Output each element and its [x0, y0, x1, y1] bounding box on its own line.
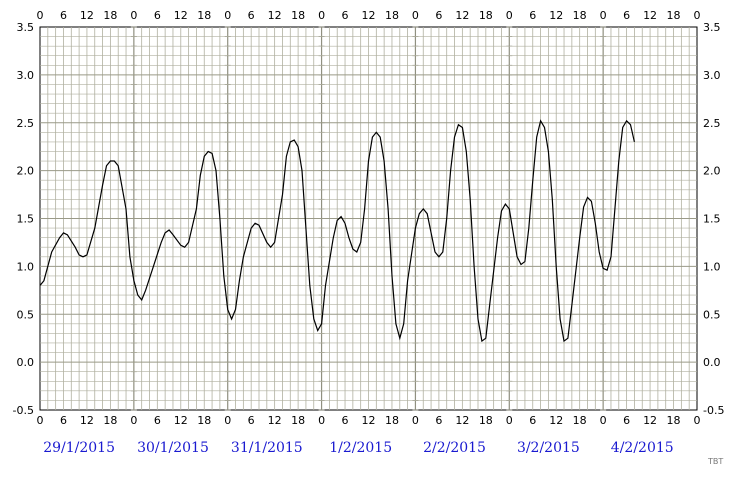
x-tick-label: 6	[529, 414, 536, 427]
x-tick-label: 6	[342, 9, 349, 22]
x-tick-label: 0	[130, 9, 137, 22]
x-tick-label: 18	[103, 9, 117, 22]
y-tick-label: 0.0	[703, 356, 721, 369]
x-tick-label: 6	[248, 9, 255, 22]
x-tick-label: 12	[362, 9, 376, 22]
y-tick-label: 2.5	[703, 117, 721, 130]
credit-label: TBT	[707, 457, 723, 466]
date-label: 2/2/2015	[423, 440, 486, 456]
x-tick-label: 0	[506, 9, 513, 22]
y-tick-label: -0.5	[703, 404, 724, 417]
x-tick-label: 12	[268, 9, 282, 22]
x-tick-label: 18	[291, 9, 305, 22]
x-tick-label: 12	[80, 414, 94, 427]
x-tick-label: 18	[573, 414, 587, 427]
x-tick-label: 0	[224, 414, 231, 427]
x-tick-label: 18	[479, 414, 493, 427]
x-tick-label: 0	[506, 414, 513, 427]
x-tick-label: 18	[197, 9, 211, 22]
x-tick-label: 12	[362, 414, 376, 427]
x-tick-label: 6	[154, 414, 161, 427]
date-labels: 29/1/2015 30/1/2015 31/1/2015 1/2/2015 2/2/2…	[43, 440, 673, 456]
x-tick-label: 0	[37, 414, 44, 427]
x-tick-label: 6	[435, 414, 442, 427]
y-tick-label: 3.5	[17, 21, 35, 34]
x-tick-label: 12	[549, 414, 563, 427]
x-axis-top: 0 6 12 18 0 6 12 18 0 6 12 18 0 6 12 18 0 6 12 18 0 6 12 18 0 6 12…	[37, 9, 701, 22]
x-tick-label: 12	[643, 9, 657, 22]
x-tick-label: 0	[694, 9, 701, 22]
x-tick-label: 18	[385, 9, 399, 22]
date-label: 30/1/2015	[137, 440, 209, 456]
x-tick-label: 18	[573, 9, 587, 22]
x-tick-label: 12	[80, 9, 94, 22]
y-tick-label: 3.0	[17, 69, 35, 82]
tide-level-line	[39, 119, 635, 343]
x-tick-label: 0	[318, 414, 325, 427]
y-tick-label: 0.5	[703, 308, 721, 321]
x-tick-label: 0	[600, 9, 607, 22]
x-axis-bottom: 0 6 12 18 0 6 12 18 0 6 12 18 0 6 12 18 0 6 12 18 0 6 12 18 0 6 12…	[37, 414, 701, 427]
y-tick-label: 3.5	[703, 21, 721, 34]
x-tick-label: 0	[130, 414, 137, 427]
x-tick-label: 18	[667, 414, 681, 427]
grid	[40, 26, 697, 411]
x-tick-label: 18	[667, 9, 681, 22]
y-tick-label: 1.5	[17, 213, 35, 226]
y-tick-label: 1.5	[703, 213, 721, 226]
x-tick-label: 18	[291, 414, 305, 427]
y-tick-label: 1.0	[703, 260, 721, 273]
x-tick-label: 6	[60, 9, 67, 22]
x-tick-label: 12	[174, 9, 188, 22]
x-tick-label: 0	[600, 414, 607, 427]
y-tick-label: 0.0	[17, 356, 35, 369]
y-axis-left: -0.5 0.0 0.5 1.0 1.5 2.0 2.5 3.0 3.5	[13, 21, 34, 417]
x-tick-label: 0	[37, 9, 44, 22]
y-tick-label: 2.0	[17, 165, 35, 178]
x-tick-label: 12	[268, 414, 282, 427]
x-tick-label: 18	[103, 414, 117, 427]
x-tick-label: 12	[455, 414, 469, 427]
y-tick-label: -0.5	[13, 404, 34, 417]
x-tick-label: 6	[60, 414, 67, 427]
y-tick-label: 2.5	[17, 117, 35, 130]
x-tick-label: 18	[197, 414, 211, 427]
y-axis-right: -0.5 0.0 0.5 1.0 1.5 2.0 2.5 3.0 3.5	[703, 21, 724, 417]
x-tick-label: 0	[318, 9, 325, 22]
y-tick-label: 0.5	[17, 308, 35, 321]
x-tick-label: 18	[385, 414, 399, 427]
date-label: 31/1/2015	[231, 440, 303, 456]
x-tick-label: 0	[412, 9, 419, 22]
x-tick-label: 12	[549, 9, 563, 22]
y-tick-label: 1.0	[17, 260, 35, 273]
x-tick-label: 0	[224, 9, 231, 22]
x-tick-label: 18	[479, 9, 493, 22]
x-tick-label: 6	[154, 9, 161, 22]
date-label: 1/2/2015	[329, 440, 392, 456]
x-tick-label: 12	[455, 9, 469, 22]
x-tick-label: 12	[174, 414, 188, 427]
y-tick-label: 2.0	[703, 165, 721, 178]
x-tick-label: 6	[623, 9, 630, 22]
x-tick-label: 6	[248, 414, 255, 427]
x-tick-label: 6	[529, 9, 536, 22]
x-tick-label: 0	[412, 414, 419, 427]
x-tick-label: 6	[435, 9, 442, 22]
x-tick-label: 0	[694, 414, 701, 427]
x-tick-label: 6	[342, 414, 349, 427]
date-label: 3/2/2015	[517, 440, 580, 456]
x-tick-label: 6	[623, 414, 630, 427]
date-label: 4/2/2015	[611, 440, 674, 456]
y-tick-label: 3.0	[703, 69, 721, 82]
x-tick-label: 12	[643, 414, 657, 427]
date-label: 29/1/2015	[43, 440, 115, 456]
